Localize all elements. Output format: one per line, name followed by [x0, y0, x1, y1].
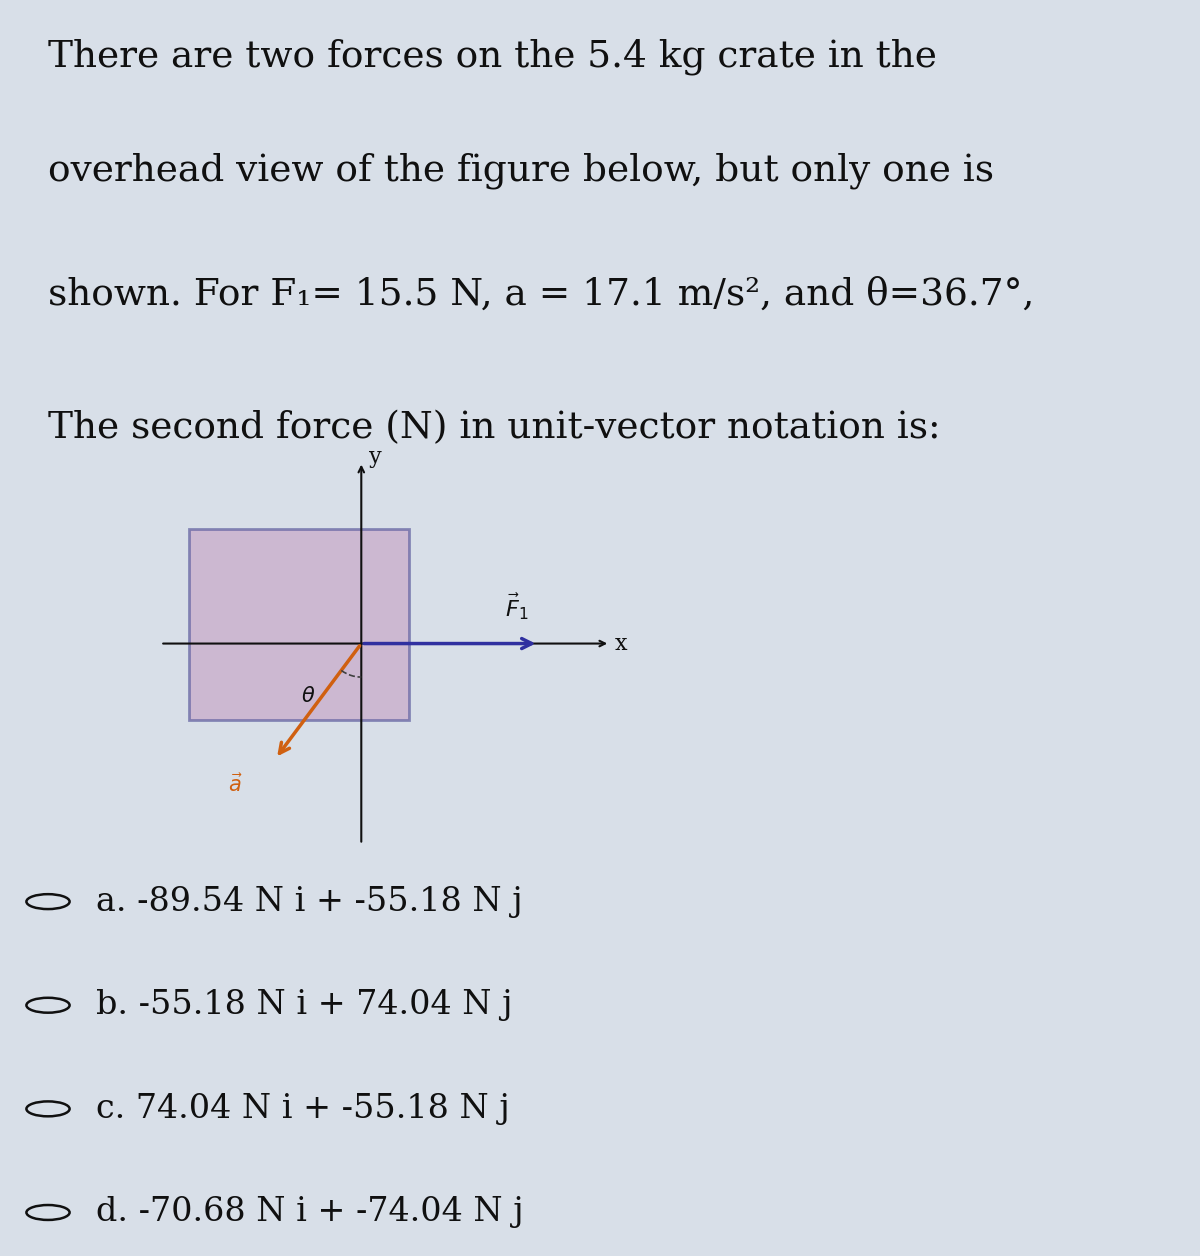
- FancyBboxPatch shape: [190, 529, 409, 720]
- Text: a. -89.54 N i + -55.18 N j: a. -89.54 N i + -55.18 N j: [96, 885, 523, 918]
- Text: x: x: [614, 633, 628, 654]
- Text: The second force (N) in unit-vector notation is:: The second force (N) in unit-vector nota…: [48, 411, 941, 446]
- Text: $\vec{a}$: $\vec{a}$: [228, 772, 242, 796]
- Text: shown. For F₁= 15.5 N, a = 17.1 m/s², and θ=36.7°,: shown. For F₁= 15.5 N, a = 17.1 m/s², an…: [48, 276, 1034, 313]
- Text: b. -55.18 N i + 74.04 N j: b. -55.18 N i + 74.04 N j: [96, 990, 512, 1021]
- Text: $\theta$: $\theta$: [301, 686, 316, 706]
- Text: d. -70.68 N i + -74.04 N j: d. -70.68 N i + -74.04 N j: [96, 1197, 523, 1228]
- Text: overhead view of the figure below, but only one is: overhead view of the figure below, but o…: [48, 153, 994, 190]
- Text: $\vec{F}_1$: $\vec{F}_1$: [505, 592, 528, 623]
- Text: c. 74.04 N i + -55.18 N j: c. 74.04 N i + -55.18 N j: [96, 1093, 510, 1125]
- Text: y: y: [368, 446, 382, 468]
- Text: There are two forces on the 5.4 kg crate in the: There are two forces on the 5.4 kg crate…: [48, 38, 937, 74]
